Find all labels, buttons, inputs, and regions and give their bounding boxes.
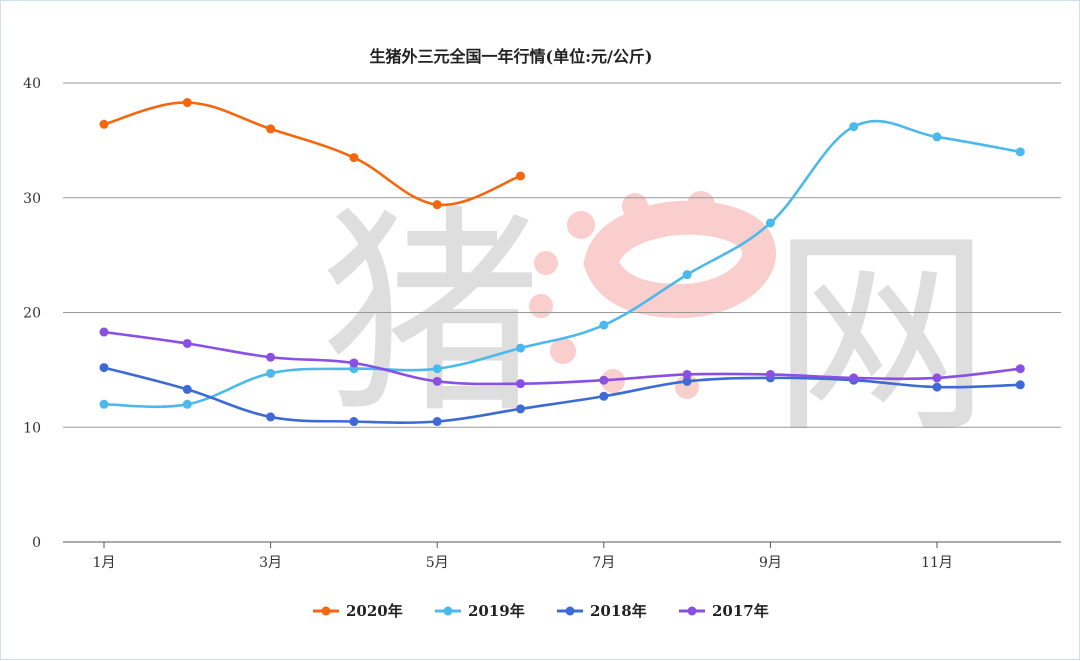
legend-swatch-dot [443,606,453,616]
legend[interactable]: 2020年 2019年 2018年 2017年 [313,602,769,620]
series-2017年 [99,327,1025,389]
watermark-right-text: 网 [771,207,991,463]
data-point[interactable] [765,218,775,228]
data-point[interactable] [349,358,359,368]
series-2019年 [99,119,1025,409]
series-2020年 [99,98,525,210]
legend-swatch-dot [687,606,697,616]
data-point[interactable] [182,384,192,394]
watermark-logo [529,191,776,399]
data-point[interactable] [516,343,525,353]
data-point[interactable] [932,382,942,392]
y-tick-label: 10 [23,420,41,436]
data-point[interactable] [349,153,359,163]
legend-swatch-dot [565,606,575,616]
data-point[interactable] [182,338,192,348]
legend-label: 2018年 [590,602,647,620]
data-point[interactable] [516,379,525,389]
chart-title: 生猪外三元全国一年行情(单位:元/公斤) [370,47,653,66]
series-line [103,101,521,207]
legend-item[interactable]: 2019年 [435,602,525,620]
series-line [103,330,1021,386]
data-point[interactable] [932,373,942,383]
legend-item[interactable]: 2017年 [679,602,769,620]
y-tick-label: 20 [23,306,41,322]
data-point[interactable] [599,320,609,330]
data-point[interactable] [1015,147,1025,157]
data-point[interactable] [182,98,192,108]
data-point[interactable] [349,417,359,427]
series-2018年 [99,363,1025,427]
data-point[interactable] [1015,364,1025,374]
data-point[interactable] [432,417,442,427]
data-point[interactable] [682,369,692,379]
x-tick-label: 9月 [759,555,782,571]
x-tick-label: 7月 [592,555,615,571]
data-point[interactable] [599,391,609,401]
data-point[interactable] [765,369,775,379]
y-tick-label: 40 [23,76,41,92]
data-point[interactable] [432,364,442,374]
data-point[interactable] [266,124,276,134]
legend-label: 2017年 [712,602,769,620]
x-tick-label: 1月 [93,555,116,571]
watermark-left-text: 猪 [321,187,541,443]
data-point[interactable] [99,399,109,409]
x-axis: 1月 3月 5月 7月 9月 11月 [93,542,953,571]
legend-item[interactable]: 2018年 [557,602,647,620]
data-point[interactable] [849,373,859,383]
legend-label: 2020年 [346,602,403,620]
legend-item[interactable]: 2020年 [313,602,403,620]
series-layer [99,98,1025,427]
data-point[interactable] [432,200,442,210]
data-point[interactable] [932,132,942,142]
grid [63,82,1061,543]
data-point[interactable] [99,119,109,129]
x-tick-label: 11月 [921,555,953,571]
data-point[interactable] [599,375,609,385]
y-tick-label: 0 [32,535,41,551]
x-tick-label: 3月 [259,555,282,571]
data-point[interactable] [849,122,859,132]
data-point[interactable] [682,376,692,386]
watermark: 猪 网 [321,187,991,463]
y-tick-label: 30 [23,191,41,207]
data-point[interactable] [99,363,109,373]
data-point[interactable] [266,412,276,422]
y-axis: 0 10 20 30 40 [23,76,41,551]
data-point[interactable] [266,352,276,362]
series-line [103,119,1021,409]
legend-label: 2019年 [468,602,525,620]
data-point[interactable] [99,327,109,337]
data-point[interactable] [1015,380,1025,390]
x-tick-label: 5月 [426,555,449,571]
data-point[interactable] [682,270,692,280]
data-point[interactable] [432,376,442,386]
data-point[interactable] [182,399,192,409]
data-point[interactable] [516,404,525,414]
legend-swatch-dot [321,606,331,616]
series-line [103,366,1021,425]
data-point[interactable] [266,368,276,378]
data-point[interactable] [516,171,525,181]
